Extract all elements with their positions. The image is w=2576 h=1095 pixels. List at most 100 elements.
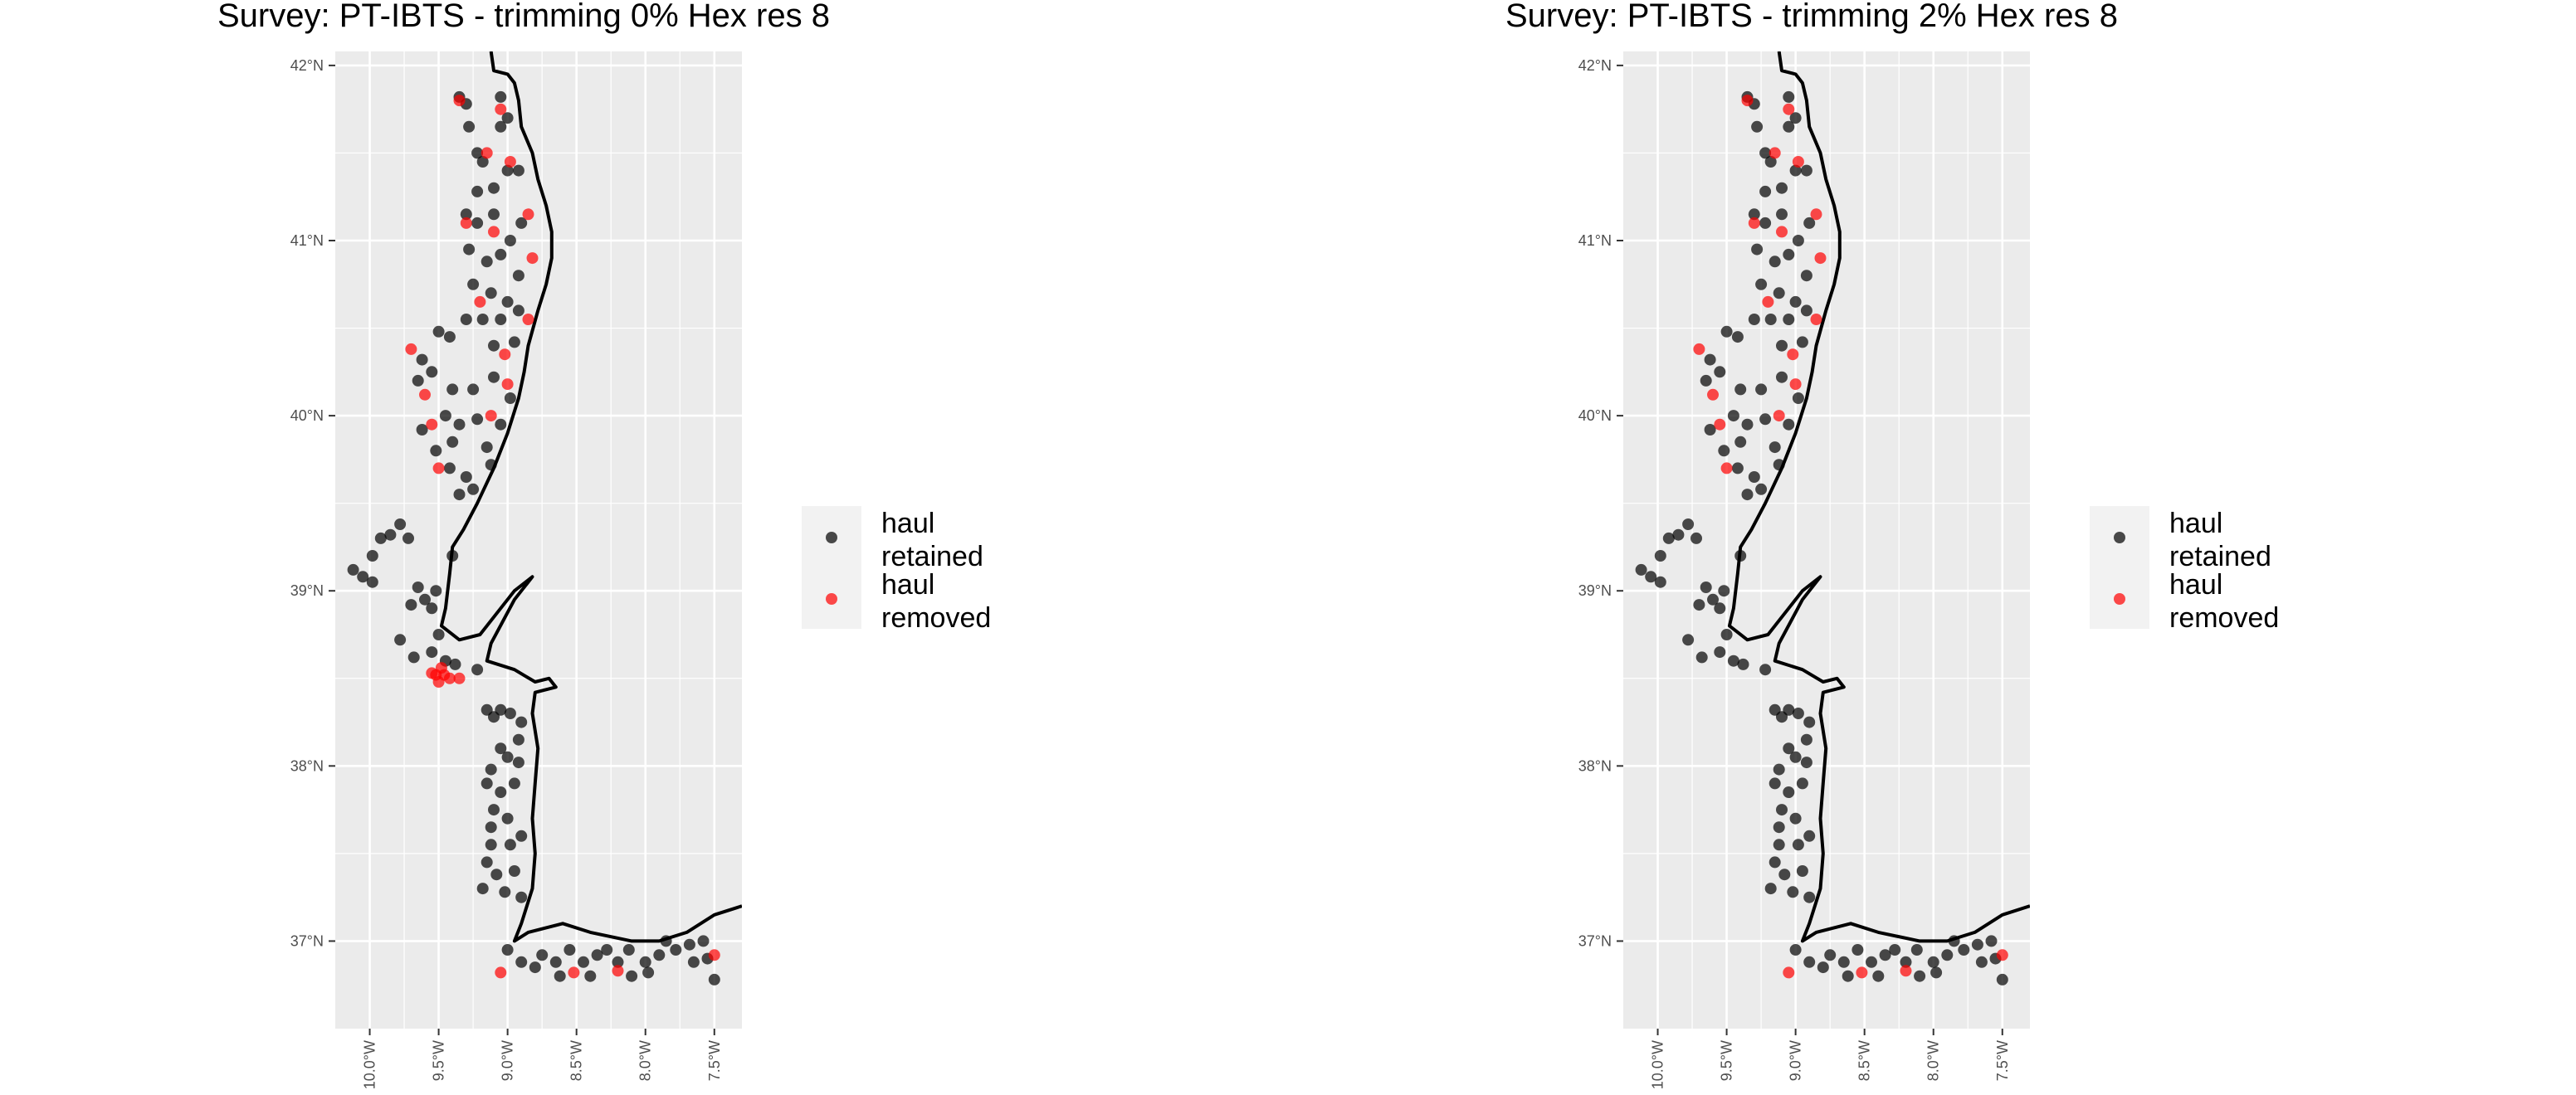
haul-retained-point <box>1718 445 1730 457</box>
haul-retained-point <box>1748 471 1760 483</box>
haul-retained-point <box>488 804 500 816</box>
haul-retained-point <box>512 164 524 177</box>
haul-retained-point <box>1783 703 1795 716</box>
haul-retained-point <box>485 763 497 776</box>
haul-retained-point <box>499 886 511 898</box>
haul-retained-point <box>495 786 507 798</box>
haul-retained-point <box>471 185 484 197</box>
haul-removed-point <box>432 462 445 474</box>
haul-removed-point <box>426 418 438 431</box>
haul-retained-point <box>485 821 497 834</box>
haul-removed-point <box>1693 343 1705 355</box>
haul-retained-point <box>1776 339 1788 352</box>
haul-retained-point <box>508 777 520 790</box>
x-tick-label: 7.5°W <box>1994 1040 2011 1081</box>
haul-retained-point <box>471 147 484 159</box>
haul-retained-point <box>501 295 514 308</box>
haul-removed-point <box>426 667 438 679</box>
haul-retained-point <box>1734 550 1747 562</box>
haul-retained-point <box>1800 164 1812 177</box>
y-tick-label: 37°N <box>1578 932 1612 949</box>
haul-retained-point <box>1751 243 1764 256</box>
haul-retained-point <box>1783 742 1795 755</box>
haul-retained-point <box>1985 935 1998 947</box>
haul-retained-point <box>416 353 428 366</box>
haul-retained-point <box>1783 314 1795 325</box>
haul-removed-point <box>1741 95 1754 107</box>
haul-retained-point <box>1773 287 1785 299</box>
haul-retained-point <box>1727 410 1739 422</box>
haul-retained-point <box>1948 935 1960 947</box>
haul-retained-point <box>501 751 514 763</box>
haul-retained-point <box>1776 182 1788 194</box>
x-tick-label: 8.5°W <box>1856 1040 1873 1081</box>
y-tick-label: 41°N <box>1578 232 1612 249</box>
haul-retained-point <box>1852 944 1864 956</box>
haul-retained-point <box>476 883 489 895</box>
haul-retained-point <box>1662 532 1675 544</box>
haul-retained-point <box>1789 812 1802 825</box>
haul-retained-point <box>601 944 613 956</box>
haul-retained-point <box>412 582 424 593</box>
haul-retained-point <box>416 424 428 436</box>
haul-retained-point <box>1731 331 1744 343</box>
y-tick-label: 40°N <box>290 407 324 424</box>
haul-retained-point <box>1927 956 1939 968</box>
haul-retained-point <box>1755 383 1768 396</box>
haul-retained-point <box>1748 208 1760 221</box>
haul-retained-point <box>481 777 493 790</box>
haul-removed-point <box>1814 252 1827 265</box>
haul-retained-point <box>374 532 387 544</box>
legend-key-background <box>2090 506 2149 629</box>
haul-retained-point <box>1700 582 1712 593</box>
haul-retained-point <box>1778 869 1791 881</box>
haul-retained-point <box>622 944 635 956</box>
haul-retained-point <box>1783 418 1795 431</box>
haul-retained-point <box>1889 944 1901 956</box>
haul-removed-point <box>1769 147 1781 159</box>
haul-retained-point <box>1693 599 1705 611</box>
haul-retained-point <box>1773 459 1785 471</box>
haul-retained-point <box>1734 383 1747 396</box>
haul-retained-point <box>1741 418 1754 431</box>
haul-retained-point <box>1958 944 1970 956</box>
haul-retained-point <box>453 418 466 431</box>
haul-retained-point <box>1759 147 1772 159</box>
haul-removed-point <box>1996 949 2008 961</box>
haul-retained-point <box>412 374 424 387</box>
haul-retained-point <box>1824 949 1837 961</box>
haul-retained-point <box>476 156 489 168</box>
haul-retained-point <box>670 944 682 956</box>
plot-background <box>1623 51 2030 1029</box>
haul-retained-point <box>426 602 438 615</box>
haul-retained-point <box>1734 436 1747 448</box>
legend-label: retained <box>2169 541 2271 572</box>
haul-retained-point <box>1930 966 1943 979</box>
haul-retained-point <box>504 708 516 719</box>
haul-retained-point <box>347 563 359 576</box>
haul-retained-point <box>501 112 514 124</box>
legend-label: removed <box>2169 602 2279 634</box>
haul-retained-point <box>481 256 493 268</box>
haul-removed-point <box>1776 226 1788 238</box>
haul-retained-point <box>1789 295 1802 308</box>
haul-retained-point <box>1789 751 1802 763</box>
haul-retained-point <box>1682 518 1695 530</box>
haul-retained-point <box>1764 156 1777 168</box>
haul-retained-point <box>515 830 528 842</box>
haul-removed-point <box>1856 966 1868 979</box>
map-chart: Survey: PT-IBTS - trimming 0% Hex res 8 1… <box>217 0 991 1089</box>
haul-retained-point <box>1727 655 1739 667</box>
haul-retained-point <box>1792 708 1804 719</box>
haul-retained-point <box>1737 658 1749 670</box>
haul-retained-point <box>1796 865 1808 877</box>
haul-retained-point <box>515 891 528 903</box>
haul-retained-point <box>481 856 493 869</box>
haul-removed-point <box>453 672 466 684</box>
haul-retained-point <box>1731 462 1744 474</box>
map-panel-right: Survey: PT-IBTS - trimming 2% Hex res 8 1… <box>1288 0 2576 1095</box>
haul-retained-point <box>1792 392 1804 404</box>
haul-retained-point <box>467 278 480 290</box>
haul-retained-point <box>1789 112 1802 124</box>
haul-removed-point <box>612 965 624 977</box>
